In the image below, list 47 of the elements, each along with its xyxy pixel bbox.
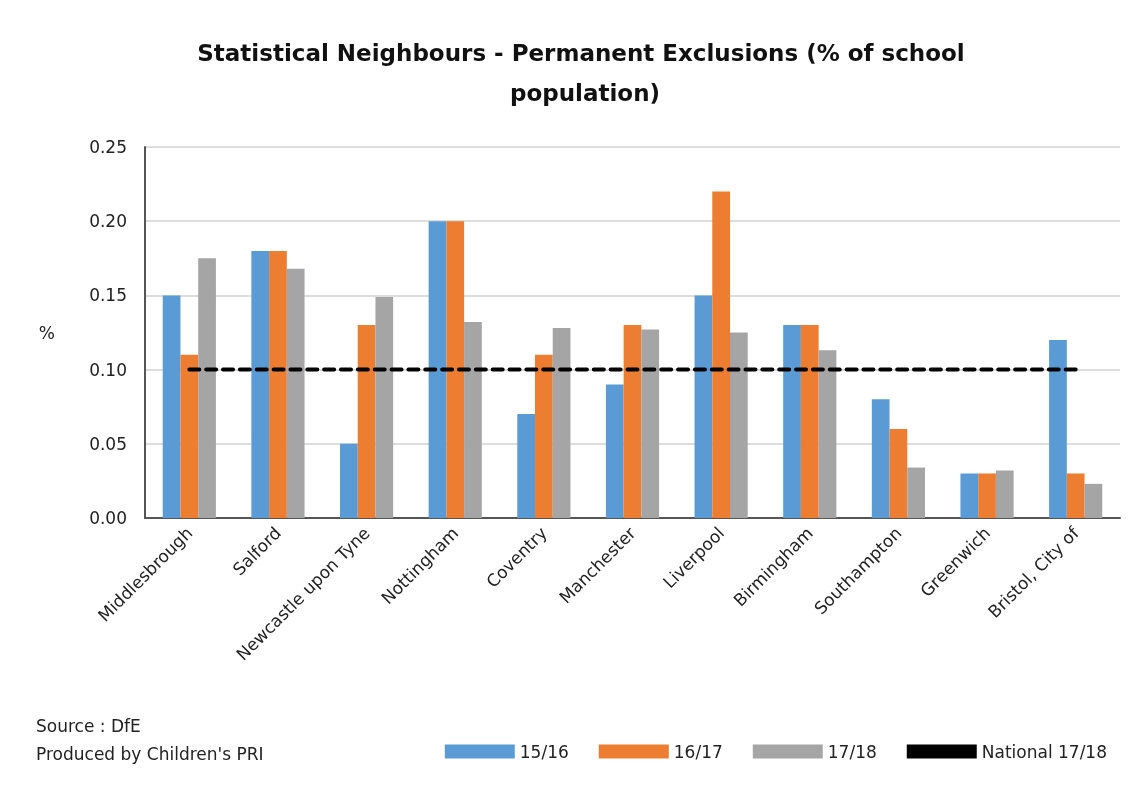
y-tick-label: 0.25	[89, 137, 127, 157]
legend-label: 16/17	[673, 741, 723, 762]
bar	[1049, 339, 1067, 518]
y-tick-label: 0.00	[89, 508, 127, 528]
bar	[180, 354, 199, 518]
legend-label: National 17/18	[981, 741, 1107, 762]
chart-title: Statistical Neighbours - Permanent Exclusions (% of school population)	[197, 40, 973, 106]
bar	[464, 322, 482, 518]
y-tick-label: 0.20	[89, 211, 127, 232]
legend-label: 15/16	[519, 741, 569, 762]
bar	[1066, 473, 1085, 518]
bar	[517, 414, 535, 518]
bar	[552, 328, 571, 518]
bar	[641, 329, 660, 518]
bar	[995, 470, 1014, 518]
bar	[889, 428, 908, 518]
legend-label: 17/18	[827, 741, 877, 762]
bar	[623, 325, 642, 518]
bar	[818, 350, 837, 518]
bar	[978, 473, 996, 518]
bar	[446, 221, 465, 518]
text: Produced by Children's PRI	[36, 743, 264, 766]
bar	[269, 250, 287, 518]
bar	[162, 295, 181, 518]
bar	[694, 295, 713, 518]
bar	[357, 325, 376, 518]
y-axis-title: %	[38, 322, 55, 343]
bar	[198, 258, 216, 518]
bar	[907, 467, 925, 518]
bar	[375, 296, 394, 518]
bar	[800, 325, 819, 518]
bar	[251, 250, 270, 518]
bar	[535, 354, 553, 518]
bar	[428, 221, 447, 518]
bar	[783, 325, 801, 518]
y-tick-label: 0.10	[89, 359, 127, 380]
bar	[712, 191, 730, 518]
bar	[340, 443, 358, 518]
y-tick-label: 0.05	[89, 433, 127, 454]
source-note: Source : DfE	[36, 715, 142, 738]
bar	[1084, 483, 1103, 518]
bar	[730, 332, 748, 518]
y-tick-label: 0.15	[89, 285, 127, 306]
bar	[286, 268, 305, 518]
bar	[605, 384, 624, 518]
bar	[871, 399, 890, 518]
bar	[960, 473, 979, 518]
